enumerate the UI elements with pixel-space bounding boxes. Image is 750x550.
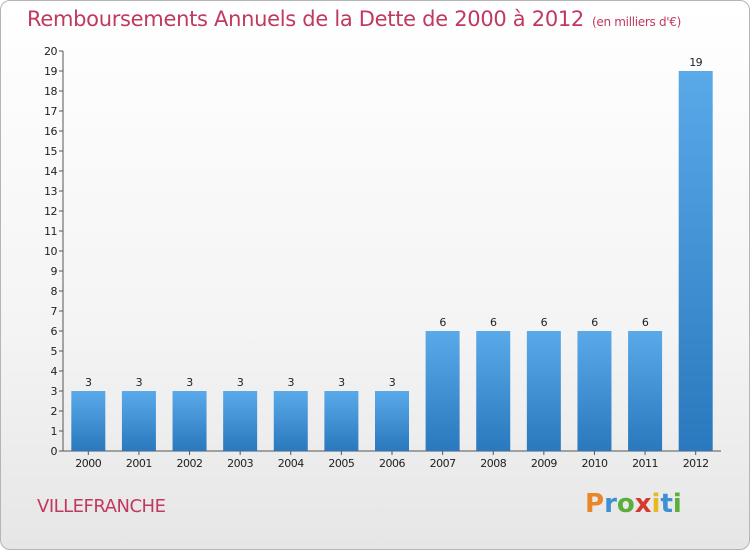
chart-subtitle: (en milliers d'€) [592,15,682,29]
data-label: 6 [439,316,446,329]
data-label: 19 [689,56,702,69]
data-label: 6 [591,316,598,329]
data-label: 3 [338,376,345,389]
logo-letter: i [672,489,682,519]
data-label: 6 [490,316,497,329]
x-tick-label: 2004 [278,457,304,470]
logo-letter: P [585,489,605,519]
x-tick-label: 2002 [177,457,203,470]
y-tick-label: 14 [44,165,57,178]
y-tick-label: 15 [44,145,57,158]
bar [71,391,106,451]
bar [678,71,713,451]
commune-name: VILLEFRANCHE [37,496,166,517]
x-tick-label: 2008 [480,457,506,470]
bar [121,391,156,451]
bar [223,391,258,451]
bar [425,331,460,451]
x-tick-label: 2012 [683,457,709,470]
x-tick-label: 2000 [75,457,101,470]
data-label: 3 [237,376,244,389]
x-tick-label: 2001 [126,457,152,470]
x-tick-label: 2003 [227,457,253,470]
bar [172,391,207,451]
x-tick-label: 2009 [531,457,557,470]
logo-letter: o [616,489,635,519]
data-label: 3 [85,376,92,389]
logo-letter: i [651,489,661,519]
y-tick-label: 9 [51,265,58,278]
data-label: 3 [136,376,143,389]
bar [577,331,612,451]
y-tick-label: 3 [51,385,58,398]
bar [526,331,561,451]
y-tick-label: 13 [44,185,57,198]
y-tick-label: 16 [44,125,57,138]
y-tick-label: 7 [51,305,58,318]
y-tick-label: 10 [44,245,57,258]
x-tick-label: 2005 [328,457,354,470]
chart-title: Remboursements Annuels de la Dette de 20… [27,7,681,31]
x-tick-label: 2011 [632,457,658,470]
logo-letter: x [634,489,652,519]
y-tick-label: 12 [44,205,57,218]
bar [628,331,663,451]
data-label: 6 [642,316,649,329]
y-tick-label: 1 [51,425,58,438]
logo-letter: r [604,489,617,519]
y-tick-label: 18 [44,85,57,98]
y-tick-label: 0 [51,445,58,458]
y-tick-label: 5 [51,345,58,358]
data-label: 6 [541,316,548,329]
y-tick-label: 4 [51,365,58,378]
proxiti-logo: Proxiti [585,489,682,519]
title-text: Remboursements Annuels de la Dette de 20… [27,7,584,31]
x-tick-label: 2010 [581,457,607,470]
x-tick-label: 2006 [379,457,405,470]
data-label: 3 [186,376,193,389]
y-tick-label: 17 [44,105,57,118]
y-tick-label: 8 [51,285,58,298]
y-tick-label: 6 [51,325,58,338]
y-tick-label: 11 [44,225,57,238]
data-label: 3 [288,376,295,389]
y-tick-label: 2 [51,405,58,418]
bar [375,391,409,451]
logo-letter: t [660,489,673,519]
y-tick-label: 19 [44,65,57,78]
x-tick-label: 2007 [430,457,456,470]
data-label: 3 [389,376,396,389]
bar [476,331,511,451]
y-tick-label: 20 [44,45,57,58]
bar [273,391,308,451]
bar [324,391,359,451]
